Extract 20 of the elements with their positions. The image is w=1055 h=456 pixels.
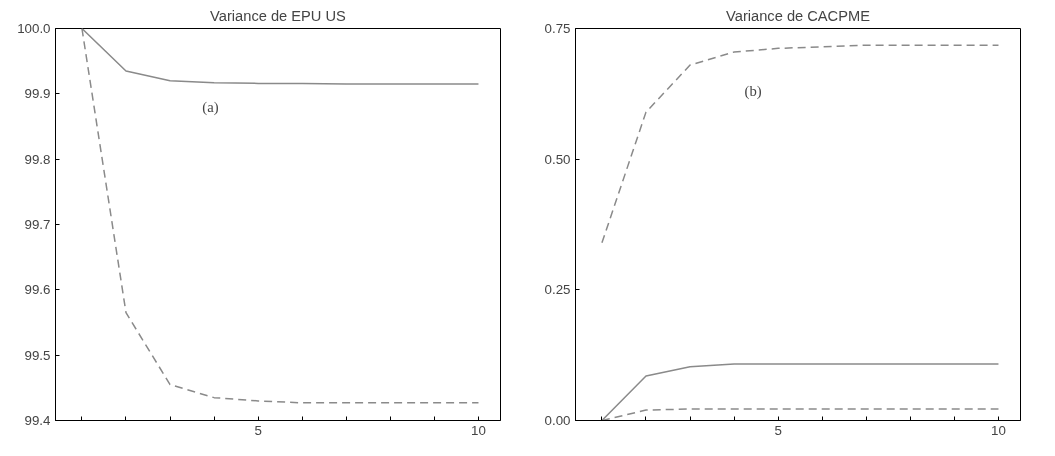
y-tick-label: 0.75 xyxy=(544,21,571,36)
y-tick-label: 100.0 xyxy=(17,21,51,36)
chart-title: Variance de CACPME xyxy=(726,7,871,24)
y-tick-label: 99.8 xyxy=(24,151,51,167)
x-tick-label: 5 xyxy=(774,422,782,438)
chart-title: Variance de EPU US xyxy=(210,7,347,24)
y-tick-label: 0.00 xyxy=(544,413,571,428)
line-series xyxy=(601,44,1000,244)
y-tick-label: 99.9 xyxy=(24,86,51,102)
annotation: (a) xyxy=(202,98,219,116)
x-tick-label: 10 xyxy=(471,422,486,438)
y-tick-label: 0.50 xyxy=(544,151,571,167)
y-tick-label: 99.7 xyxy=(24,217,51,232)
y-tick-label: 99.5 xyxy=(24,347,51,363)
x-tick-label: 5 xyxy=(254,422,262,438)
y-tick-label: 99.6 xyxy=(24,282,51,298)
x-tick-label: 10 xyxy=(991,422,1006,438)
annotation: (b) xyxy=(744,83,762,101)
y-tick-label: 99.4 xyxy=(24,413,52,428)
y-tick-label: 0.25 xyxy=(544,282,571,298)
